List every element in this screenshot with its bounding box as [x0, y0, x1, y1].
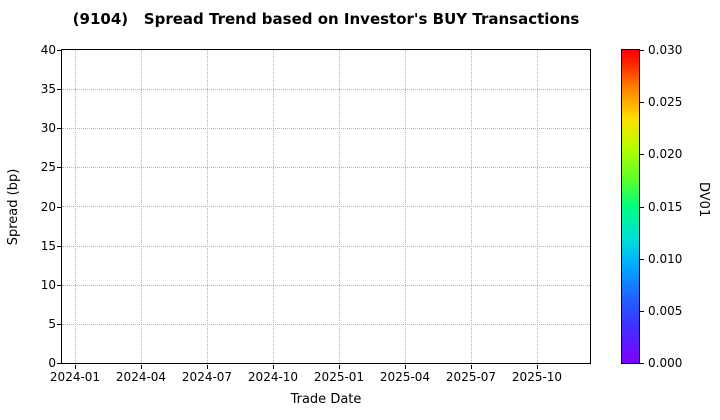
- x-tick-mark: [471, 365, 472, 369]
- grid-line-vertical: [141, 50, 142, 363]
- grid-line-horizontal: [62, 128, 590, 129]
- y-tick-label: 30: [40, 121, 56, 135]
- colorbar-tick-label: 0.030: [648, 43, 683, 57]
- colorbar-tick-label: 0.010: [648, 252, 683, 266]
- grid-line-vertical: [75, 50, 76, 363]
- grid-line-horizontal: [62, 285, 590, 286]
- x-tick-mark: [537, 365, 538, 369]
- colorbar-tick-label: 0.015: [648, 200, 683, 214]
- x-tick-label: 2024-10: [247, 370, 299, 384]
- y-tick-label: 35: [40, 82, 56, 96]
- grid-line-vertical: [339, 50, 340, 363]
- colorbar-tick-label: 0.000: [648, 356, 683, 370]
- y-tick-mark: [57, 363, 61, 364]
- x-tick-label: 2025-07: [445, 370, 497, 384]
- y-tick-mark: [57, 285, 61, 286]
- y-tick-label: 0: [48, 356, 56, 370]
- grid-line-horizontal: [62, 167, 590, 168]
- colorbar-label: DV01: [696, 182, 711, 218]
- colorbar-gradient: [621, 49, 640, 364]
- grid-line-horizontal: [62, 206, 590, 207]
- y-tick-mark: [57, 128, 61, 129]
- x-tick-label: 2024-01: [49, 370, 101, 384]
- x-tick-label: 2025-01: [313, 370, 365, 384]
- chart-title: (9104) Spread Trend based on Investor's …: [72, 10, 580, 28]
- colorbar-tick-mark: [640, 50, 644, 51]
- colorbar-tick-mark: [640, 154, 644, 155]
- y-tick-label: 10: [40, 278, 56, 292]
- grid-line-vertical: [405, 50, 406, 363]
- colorbar-tick-label: 0.025: [648, 95, 683, 109]
- x-tick-label: 2025-04: [379, 370, 431, 384]
- x-tick-mark: [141, 365, 142, 369]
- y-tick-label: 5: [48, 317, 56, 331]
- grid-line-vertical: [471, 50, 472, 363]
- x-axis-label: Trade Date: [290, 392, 362, 407]
- y-tick-label: 20: [40, 200, 56, 214]
- x-tick-mark: [405, 365, 406, 369]
- colorbar-tick-mark: [640, 363, 644, 364]
- colorbar-tick-mark: [640, 102, 644, 103]
- x-tick-mark: [339, 365, 340, 369]
- grid-line-vertical: [207, 50, 208, 363]
- grid-line-vertical: [537, 50, 538, 363]
- y-tick-mark: [57, 207, 61, 208]
- plot-area: [61, 49, 591, 364]
- y-tick-mark: [57, 246, 61, 247]
- x-tick-mark: [207, 365, 208, 369]
- y-tick-label: 15: [40, 239, 56, 253]
- y-tick-mark: [57, 167, 61, 168]
- x-tick-mark: [75, 365, 76, 369]
- grid-line-horizontal: [62, 246, 590, 247]
- colorbar-tick-label: 0.005: [648, 304, 683, 318]
- x-tick-mark: [273, 365, 274, 369]
- grid-line-horizontal: [62, 89, 590, 90]
- x-tick-label: 2024-04: [115, 370, 167, 384]
- colorbar-tick-mark: [640, 207, 644, 208]
- y-tick-label: 25: [40, 160, 56, 174]
- grid-line-horizontal: [62, 324, 590, 325]
- colorbar-tick-mark: [640, 311, 644, 312]
- colorbar-tick-mark: [640, 259, 644, 260]
- x-tick-label: 2025-10: [511, 370, 563, 384]
- y-tick-mark: [57, 324, 61, 325]
- y-tick-mark: [57, 50, 61, 51]
- y-tick-label: 40: [40, 43, 56, 57]
- x-tick-label: 2024-07: [181, 370, 233, 384]
- grid-line-vertical: [273, 50, 274, 363]
- y-tick-mark: [57, 89, 61, 90]
- colorbar-tick-label: 0.020: [648, 147, 683, 161]
